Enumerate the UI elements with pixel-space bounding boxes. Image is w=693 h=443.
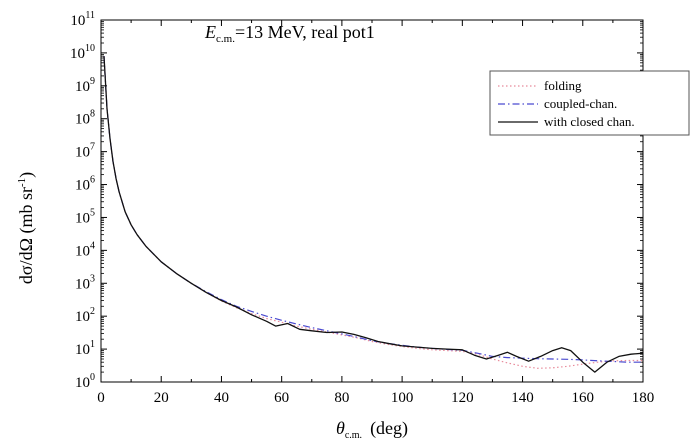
y-tick-label: 102 bbox=[75, 306, 95, 325]
x-tick-label: 100 bbox=[391, 390, 414, 406]
y-tick-label: 109 bbox=[75, 76, 95, 95]
x-tick-label: 40 bbox=[214, 390, 229, 406]
y-tick-label: 103 bbox=[75, 273, 95, 292]
series-line-with-closed-chan bbox=[103, 56, 644, 373]
y-tick-label: 1010 bbox=[70, 43, 95, 62]
ticks: 0 20 40 60 80 100 120 140 160 180 100 101 102 103 104 1… bbox=[70, 10, 654, 406]
y-tick-label: 1011 bbox=[70, 10, 95, 29]
legend-label-closed: with closed chan. bbox=[544, 114, 635, 129]
series-line-folding bbox=[103, 56, 643, 369]
legend: folding coupled-chan. with closed chan. bbox=[489, 70, 690, 136]
x-tick-label: 120 bbox=[451, 390, 474, 406]
x-tick-label: 180 bbox=[632, 390, 655, 406]
x-axis-label: θc.m. (deg) bbox=[336, 418, 408, 441]
x-tick-label: 20 bbox=[154, 390, 169, 406]
y-tick-label: 107 bbox=[75, 142, 95, 161]
y-tick-label: 106 bbox=[75, 175, 95, 194]
x-tick-label: 80 bbox=[334, 390, 349, 406]
y-tick-label: 100 bbox=[75, 372, 95, 391]
x-tick-label: 140 bbox=[511, 390, 534, 406]
y-tick-label: 101 bbox=[75, 339, 95, 358]
series-group bbox=[103, 56, 644, 373]
x-tick-label: 0 bbox=[97, 390, 105, 406]
legend-box bbox=[489, 70, 690, 136]
x-tick-label: 60 bbox=[274, 390, 289, 406]
y-tick-label: 108 bbox=[75, 109, 95, 128]
legend-label-folding: folding bbox=[544, 78, 582, 93]
y-axis-label: dσ/dΩ (mb sr-1) bbox=[16, 172, 37, 284]
chart-title: Ec.m.=13 MeV, real pot1 bbox=[204, 22, 375, 45]
legend-label-coupled: coupled-chan. bbox=[544, 96, 617, 111]
series-line-coupled-chan bbox=[103, 56, 643, 363]
x-tick-label: 160 bbox=[572, 390, 595, 406]
y-tick-label: 105 bbox=[75, 207, 95, 226]
y-tick-label: 104 bbox=[75, 240, 95, 259]
